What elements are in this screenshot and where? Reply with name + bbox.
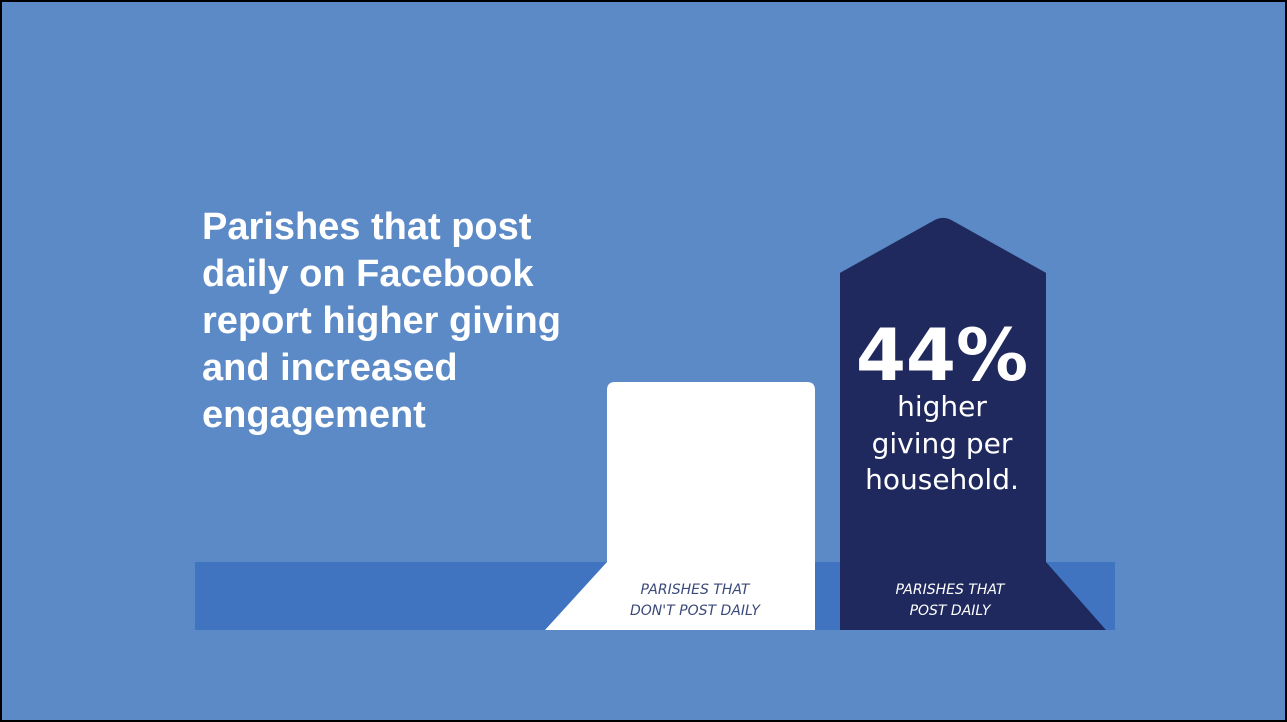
bar-parishes-posting-daily bbox=[840, 217, 1106, 630]
headline-line-4: and increased bbox=[202, 347, 458, 389]
headline: Parishes that post daily on Facebook rep… bbox=[202, 204, 622, 439]
stat-caption-line-2: giving per bbox=[872, 427, 1013, 460]
headline-line-5: engagement bbox=[202, 394, 426, 436]
stat-value: 44% bbox=[856, 313, 1028, 397]
bar-label-not-daily-line-2: DON'T POST DAILY bbox=[630, 603, 761, 619]
bar-parishes-not-posting-daily bbox=[545, 382, 815, 630]
headline-line-3: report higher giving bbox=[202, 300, 561, 342]
bar-label-not-daily-line-1: PARISHES THAT bbox=[641, 582, 751, 598]
bar-label-daily-line-1: PARISHES THAT bbox=[896, 582, 1006, 598]
headline-line-1: Parishes that post bbox=[202, 206, 532, 248]
bar-label-daily-line-2: POST DAILY bbox=[910, 603, 992, 619]
stat-caption-line-1: higher bbox=[897, 390, 987, 423]
stat-caption-line-3: household. bbox=[865, 463, 1019, 496]
headline-line-2: daily on Facebook bbox=[202, 253, 534, 295]
